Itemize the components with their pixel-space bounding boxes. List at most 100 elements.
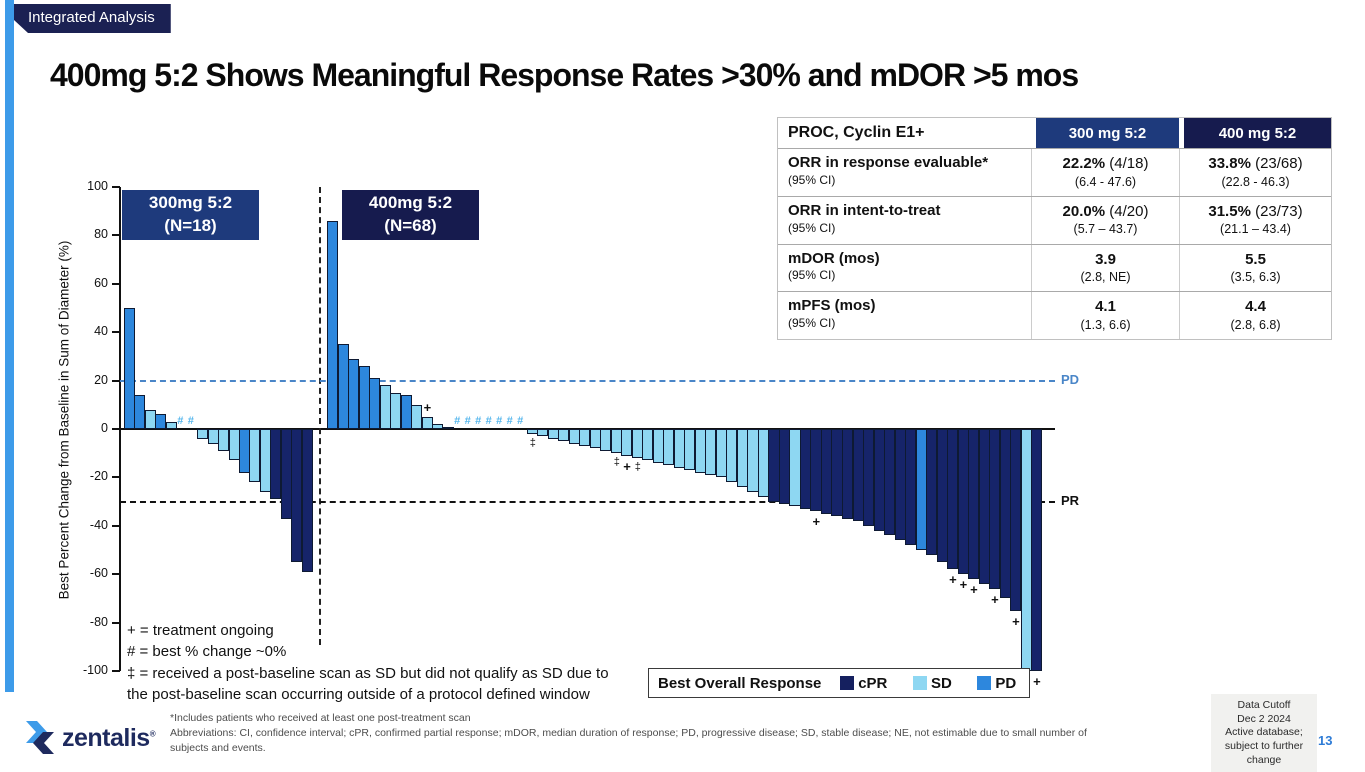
waterfall-bar [280, 429, 292, 519]
value-bold: 20.0% [1062, 202, 1106, 220]
waterfall-bar [915, 429, 927, 550]
waterfall-bar [926, 429, 938, 555]
y-axis-tick [112, 573, 120, 576]
waterfall-bar [989, 429, 1001, 589]
waterfall-bar [610, 429, 622, 454]
waterfall-bar [873, 429, 885, 531]
waterfall-bar [547, 429, 559, 439]
waterfall-bar [155, 414, 167, 429]
value-ci: (2.8, NE) [1080, 270, 1131, 284]
y-axis-tick-label: 100 [87, 179, 108, 193]
waterfall-bar [968, 429, 980, 580]
waterfall-bar [301, 429, 313, 572]
waterfall-bar [337, 344, 349, 429]
note-doubledagger: ‡ = received a post-baseline scan as SD … [127, 664, 609, 682]
value-rest: (23/73) [1250, 202, 1303, 220]
y-axis-tick [112, 476, 120, 479]
registered-mark: ® [149, 729, 156, 739]
waterfall-bar [799, 429, 812, 509]
waterfall-bar [537, 429, 549, 437]
y-axis-tick [112, 234, 120, 237]
table-header-300mg: 300 mg 5:2 [1036, 118, 1179, 148]
treatment-ongoing-marker: + [423, 399, 432, 415]
waterfall-bar [768, 429, 780, 502]
value-rest: (4/18) [1105, 155, 1149, 172]
row-label: ORR in response evaluable* [788, 154, 989, 171]
value-rest: (4/20) [1105, 202, 1149, 220]
waterfall-bar [884, 429, 896, 536]
note-plus: + = treatment ongoing [127, 622, 274, 639]
y-axis-tick-label: 0 [101, 421, 108, 435]
zero-change-marker: # [177, 415, 184, 427]
footnote-asterisk: *Includes patients who received at least… [170, 712, 471, 724]
zero-change-marker: # [187, 415, 194, 427]
waterfall-bar [134, 395, 146, 429]
value-bold: 4.4 [1245, 298, 1266, 316]
y-axis-tick-label: -100 [82, 663, 108, 677]
y-axis-tick-label: 40 [94, 324, 108, 339]
waterfall-bar [228, 429, 240, 461]
legend-item-cPR: cPR [840, 675, 887, 692]
treatment-ongoing-marker: + [991, 591, 999, 607]
zero-change-marker: # [485, 415, 492, 427]
pd-threshold-line [120, 379, 1055, 382]
zero-change-marker: # [475, 415, 482, 427]
cohort-label-box: 400mg 5:2 (N=68) [342, 190, 479, 240]
row-sublabel: (95% CI) [788, 220, 836, 235]
legend-item-PD: PD [977, 675, 1016, 692]
waterfall-bar [694, 429, 706, 473]
slide-title: 400mg 5:2 Shows Meaningful Response Rate… [50, 57, 1079, 93]
waterfall-bar [778, 429, 791, 505]
waterfall-bar [852, 429, 864, 521]
waterfall-bar [652, 429, 664, 463]
waterfall-bar [197, 429, 209, 439]
chart-footnote-key: + = treatment ongoing # = best % change … [127, 620, 609, 705]
cohort-n-label: (N=18) [164, 216, 217, 235]
waterfall-bar [327, 220, 339, 429]
value-ci: (2.8, 6.8) [1230, 317, 1281, 332]
value-bold: 3.9 [1095, 250, 1116, 268]
pd-threshold-label: PD [1061, 371, 1080, 387]
y-axis-tick [112, 428, 120, 430]
y-axis-tick [112, 331, 120, 334]
table-row: ORR in response evaluable* (95% CI) 22.2… [778, 148, 1331, 196]
waterfall-bar [1031, 429, 1043, 671]
protocol-window-marker: ‡ [634, 461, 641, 474]
waterfall-bar [207, 429, 219, 444]
legend-swatch-PD [977, 676, 992, 690]
y-axis-tick [112, 524, 120, 527]
waterfall-bar [238, 429, 250, 473]
waterfall-bar [810, 429, 822, 512]
treatment-ongoing-marker: + [812, 514, 821, 530]
footnote-abbreviations: Abbreviations: CI, confidence interval; … [170, 727, 1087, 755]
value-bold: 33.8% [1208, 155, 1251, 172]
waterfall-bar [715, 429, 727, 478]
waterfall-bar [831, 429, 843, 517]
waterfall-bar [663, 429, 675, 466]
y-axis-tick [112, 670, 120, 672]
waterfall-bar [358, 366, 370, 429]
zero-change-marker: # [517, 415, 524, 427]
row-sublabel: (95% CI) [788, 172, 836, 187]
waterfall-bar [999, 429, 1011, 599]
legend-title: Best Overall Response [658, 674, 822, 692]
waterfall-bar [421, 416, 433, 429]
zentalis-logo-text: zentalis® [62, 723, 156, 752]
zentalis-logo-icon [26, 721, 54, 754]
waterfall-bar [747, 429, 759, 492]
waterfall-bar [894, 429, 906, 541]
value-ci: (3.5, 6.3) [1230, 270, 1281, 284]
waterfall-bar [579, 429, 591, 446]
waterfall-bar [957, 429, 969, 575]
legend-label: SD [930, 674, 952, 692]
waterfall-bar [841, 429, 854, 519]
y-axis-tick [112, 186, 120, 188]
waterfall-bar [589, 429, 601, 449]
pr-threshold-line [120, 500, 1055, 503]
waterfall-bar [558, 429, 570, 442]
legend-label: PD [995, 674, 1017, 692]
value-rest: (23/68) [1250, 155, 1303, 172]
data-cutoff-box: Data Cutoff Dec 2 2024 Active database; … [1211, 694, 1317, 772]
y-axis-tick-label: 60 [94, 275, 108, 290]
protocol-window-marker: ‡ [613, 456, 620, 469]
